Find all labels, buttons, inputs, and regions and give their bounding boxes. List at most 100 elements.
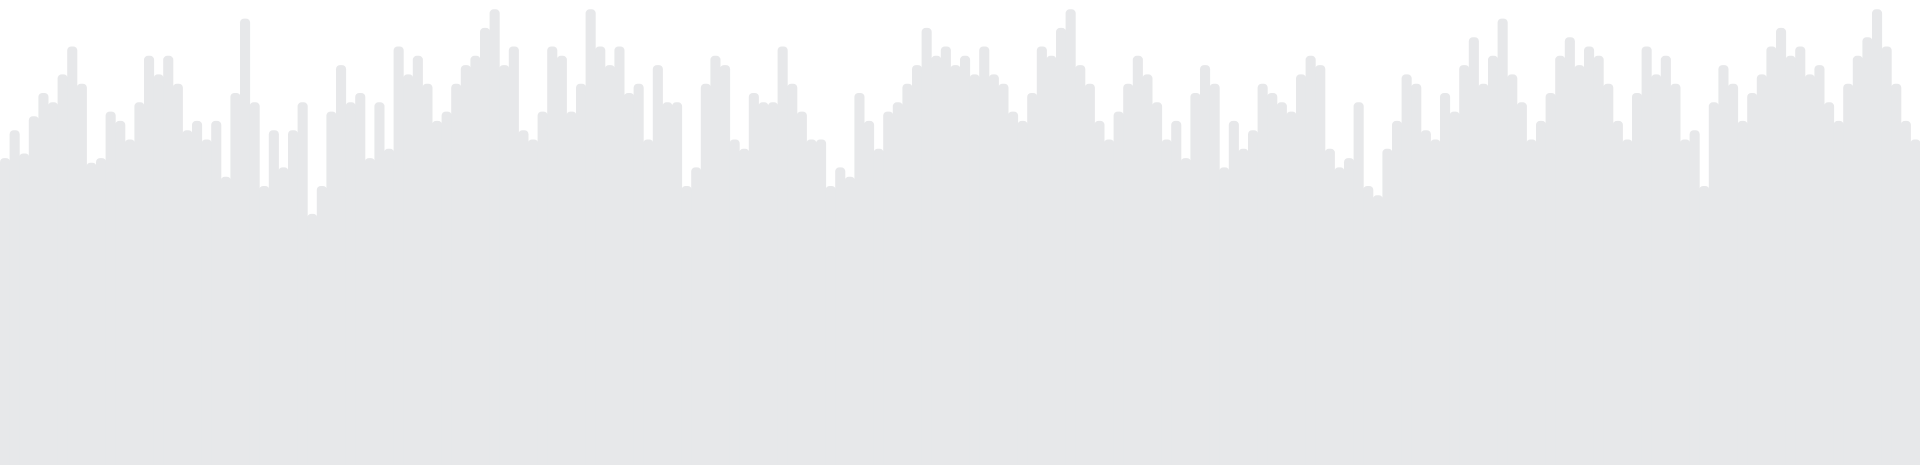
waveform-bar (691, 167, 702, 465)
waveform-bar (1660, 55, 1671, 465)
waveform-bar (777, 46, 788, 465)
waveform-bar (259, 186, 270, 465)
waveform-bar (288, 130, 299, 465)
waveform-bar (1123, 83, 1134, 465)
waveform-bar (163, 55, 174, 465)
waveform-bar (1891, 83, 1902, 465)
waveform-bar (1334, 167, 1345, 465)
waveform-bar (268, 130, 279, 465)
waveform-bar (412, 55, 423, 465)
waveform-bar (1382, 148, 1393, 465)
waveform-bar (825, 186, 836, 465)
waveform-bar (67, 46, 78, 465)
waveform-bar (364, 158, 375, 465)
waveform-bar (1833, 120, 1844, 465)
waveform-bar (1363, 186, 1374, 465)
waveform-bar (1728, 83, 1739, 465)
waveform-bar (182, 130, 193, 465)
waveform-bar (566, 111, 577, 465)
waveform-bar (1814, 65, 1825, 465)
waveform-bar (1296, 74, 1307, 465)
waveform-bar (470, 55, 481, 465)
waveform-bar (998, 83, 1009, 465)
waveform-bar (1862, 37, 1873, 465)
waveform-bar (768, 102, 779, 465)
waveform-bar (595, 46, 606, 465)
waveform-bar (1468, 37, 1479, 465)
waveform-bar (652, 65, 663, 465)
waveform-bar (172, 83, 183, 465)
waveform-bar (460, 65, 471, 465)
waveform-bar (1161, 139, 1172, 465)
waveform-bar (528, 139, 539, 465)
waveform-bar (489, 9, 500, 465)
waveform-bar (988, 74, 999, 465)
waveform-bar (336, 65, 347, 465)
waveform-bar (1507, 74, 1518, 465)
waveform-bar (1171, 120, 1182, 465)
waveform-bar (1344, 158, 1355, 465)
waveform-bar (326, 111, 337, 465)
waveform-bar (432, 120, 443, 465)
waveform-bar (729, 139, 740, 465)
waveform-bar (1612, 120, 1623, 465)
waveform-bar (1104, 139, 1115, 465)
waveform-bar (720, 65, 731, 465)
waveform-bar (1795, 46, 1806, 465)
waveform-bar (249, 102, 260, 465)
waveform-bar (508, 46, 519, 465)
waveform-bar (28, 116, 39, 465)
waveform-bar (1132, 55, 1143, 465)
waveform-bar (1881, 46, 1892, 465)
waveform-bar (1593, 55, 1604, 465)
waveform-bar (1747, 93, 1758, 465)
waveform-bar (585, 9, 596, 465)
waveform-bar (96, 158, 107, 465)
waveform-bar (633, 83, 644, 465)
waveform-bar (1353, 102, 1364, 465)
waveform-bar (748, 93, 759, 465)
waveform-bar (796, 111, 807, 465)
waveform-bar (1305, 55, 1316, 465)
waveform-bar (115, 120, 126, 465)
waveform-bar (201, 139, 212, 465)
waveform-bar (345, 102, 356, 465)
waveform-bar (1756, 74, 1767, 465)
waveform-bar (969, 74, 980, 465)
waveform-bar (1440, 93, 1451, 465)
waveform-bar (614, 46, 625, 465)
waveform-bar (1411, 83, 1422, 465)
waveform-bar (441, 111, 452, 465)
waveform-bar (1804, 74, 1815, 465)
waveform-bar (48, 102, 59, 465)
waveform-bar (902, 83, 913, 465)
waveform-bar (1027, 93, 1038, 465)
waveform-bar (1075, 65, 1086, 465)
waveform-bar (1488, 55, 1499, 465)
waveform-bar (499, 65, 510, 465)
waveform-bar (307, 213, 318, 465)
waveform-bar (316, 186, 327, 465)
waveform-bar (1584, 46, 1595, 465)
waveform-bar (844, 176, 855, 465)
waveform-bar (1267, 93, 1278, 465)
waveform-bar (1776, 27, 1787, 465)
waveform-bar (1852, 55, 1863, 465)
waveform-bar (681, 186, 692, 465)
waveform-bar (374, 102, 385, 465)
waveform-bar (1094, 120, 1105, 465)
waveform-bar (892, 102, 903, 465)
waveform-bar (0, 158, 11, 465)
waveform-bar (384, 148, 395, 465)
waveform-bar (1401, 74, 1412, 465)
waveform-bar (1670, 83, 1681, 465)
waveform-bar (1478, 83, 1489, 465)
waveform-bar (1276, 102, 1287, 465)
waveform-bar (604, 65, 615, 465)
waveform-bar (1785, 55, 1796, 465)
waveform-bar (105, 111, 116, 465)
waveform-bar (19, 153, 30, 465)
waveform-bar (1603, 83, 1614, 465)
